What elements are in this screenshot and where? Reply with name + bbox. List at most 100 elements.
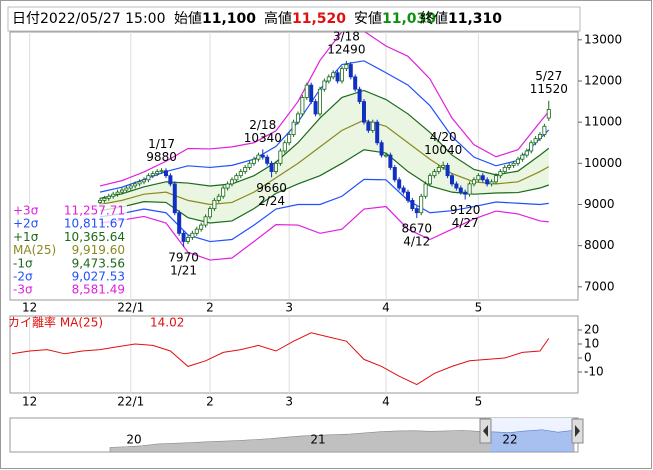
candle-body bbox=[533, 138, 538, 144]
y-tick-label: 13000 bbox=[584, 32, 622, 46]
candle-body bbox=[537, 134, 542, 140]
candle-body bbox=[507, 164, 512, 168]
candle-body bbox=[185, 237, 190, 242]
candle-body bbox=[405, 191, 410, 201]
candle-body bbox=[177, 212, 182, 234]
panel-value: 14.02 bbox=[150, 316, 184, 330]
y-tick-label: 12000 bbox=[584, 73, 622, 87]
x-tick-label: 5 bbox=[475, 301, 483, 315]
candle-body bbox=[304, 84, 309, 98]
candle-body bbox=[207, 208, 212, 218]
candle-body bbox=[502, 167, 507, 172]
candle-body bbox=[106, 195, 111, 199]
x-tick-label: 4 bbox=[382, 301, 390, 315]
candle-body bbox=[467, 183, 472, 195]
candle-body bbox=[423, 183, 428, 197]
candle-body bbox=[229, 179, 234, 185]
annotation-date: 2/24 bbox=[258, 194, 285, 208]
candle-body bbox=[348, 64, 353, 78]
candle-body bbox=[546, 108, 551, 119]
x-tick-label: 4 bbox=[382, 395, 390, 409]
candle-body bbox=[133, 183, 138, 187]
x-tick-label: 2 bbox=[206, 395, 214, 409]
candle-body bbox=[190, 232, 195, 238]
candle-body bbox=[542, 125, 547, 135]
candle-body bbox=[128, 185, 133, 189]
header-label: 安値 bbox=[354, 11, 382, 27]
candle-body bbox=[392, 167, 397, 181]
header-value: 11,030 bbox=[382, 11, 436, 27]
annotation-value: 9660 bbox=[256, 181, 287, 195]
candle-body bbox=[335, 72, 340, 82]
deviation-panel bbox=[9, 315, 579, 394]
candle-body bbox=[401, 187, 406, 193]
candle-body bbox=[445, 164, 450, 177]
panel-title: カイ離率 MA(25) bbox=[8, 315, 103, 330]
legend-name: -2σ bbox=[13, 270, 33, 284]
candle-body bbox=[471, 179, 476, 185]
legend-value: 10,811.67 bbox=[64, 217, 125, 231]
candle-body bbox=[203, 216, 208, 226]
legend-name: -1σ bbox=[13, 256, 33, 270]
legend-box bbox=[11, 204, 127, 299]
annotation-date: 5/27 bbox=[535, 69, 562, 83]
legend-name: +1σ bbox=[13, 230, 39, 244]
navigator-label: 22 bbox=[502, 433, 517, 447]
band-line bbox=[99, 119, 550, 206]
legend-name: +2σ bbox=[13, 217, 39, 231]
candle-body bbox=[331, 72, 336, 78]
candle-body bbox=[238, 171, 243, 177]
candle-body bbox=[366, 121, 371, 131]
candle-body bbox=[300, 97, 305, 115]
candle-body bbox=[357, 88, 362, 102]
candle-body bbox=[269, 162, 274, 172]
annotation-value: 8670 bbox=[402, 222, 433, 236]
x-tick-label: 5 bbox=[475, 395, 483, 409]
candle-body bbox=[317, 88, 322, 115]
band-line bbox=[99, 60, 550, 193]
candle-body bbox=[397, 179, 402, 189]
header-label: 高値 bbox=[264, 10, 292, 27]
candle-body bbox=[463, 191, 468, 195]
candle-body bbox=[419, 195, 424, 214]
y-tick-label: 9000 bbox=[584, 197, 615, 211]
candle-body bbox=[322, 80, 327, 90]
annotation-value: 7970 bbox=[168, 250, 199, 264]
candle-body bbox=[212, 199, 217, 210]
band-line bbox=[99, 89, 550, 199]
header-value: 2022/05/27 15:00 bbox=[40, 11, 166, 27]
candle-body bbox=[260, 154, 265, 158]
y-tick-label: 20 bbox=[584, 323, 599, 337]
candle-body bbox=[251, 158, 256, 164]
candle-body bbox=[489, 181, 494, 185]
candle-body bbox=[493, 175, 498, 183]
candle-body bbox=[146, 175, 151, 181]
y-tick-label: 10 bbox=[584, 337, 599, 351]
legend-value: 10,365.64 bbox=[64, 230, 125, 244]
handle-arrow bbox=[483, 425, 488, 437]
annotation-date: 1/21 bbox=[170, 263, 197, 277]
annotation-value: 12490 bbox=[327, 42, 365, 56]
candle-body bbox=[181, 232, 186, 242]
legend-value: 9,027.53 bbox=[72, 270, 125, 284]
candle-body bbox=[243, 167, 248, 172]
candle-body bbox=[449, 175, 454, 185]
candle-body bbox=[388, 154, 393, 168]
candle-body bbox=[432, 171, 437, 177]
annotation-date: 4/20 bbox=[430, 130, 457, 144]
header-value: 11,520 bbox=[292, 11, 346, 27]
candle-body bbox=[383, 154, 388, 157]
candle-body bbox=[97, 199, 102, 203]
candle-body bbox=[102, 197, 107, 201]
candle-body bbox=[485, 179, 490, 185]
x-tick-label: 3 bbox=[285, 301, 293, 315]
annotation-date: 2/18 bbox=[249, 118, 276, 132]
candle-body bbox=[115, 191, 120, 195]
candle-body bbox=[119, 189, 124, 193]
legend-value: 11,257.71 bbox=[64, 204, 125, 218]
candle-body bbox=[414, 208, 419, 214]
navigator-label: 20 bbox=[126, 433, 141, 447]
header-value: 11,100 bbox=[202, 11, 256, 27]
candle-body bbox=[313, 101, 318, 115]
candle-body bbox=[225, 183, 230, 189]
